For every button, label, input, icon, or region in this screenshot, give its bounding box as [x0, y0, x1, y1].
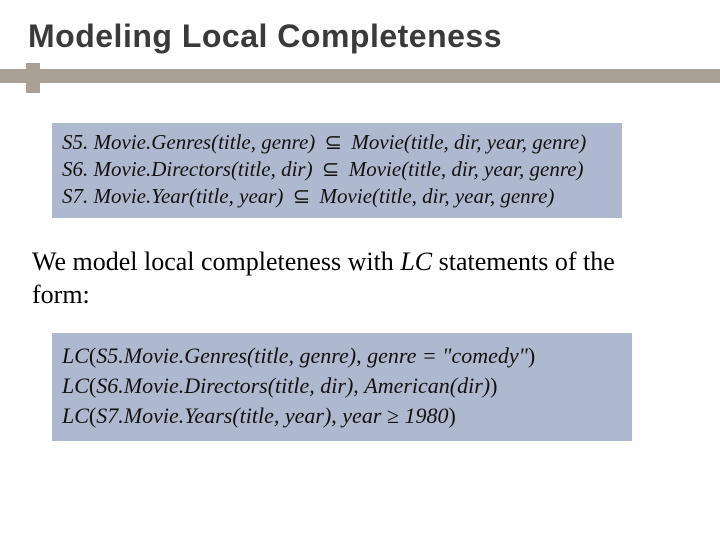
subset-symbol: ⊆: [289, 185, 315, 208]
title-bar-horizontal: [0, 69, 720, 83]
relation-rhs-args: (title, dir, year, genre): [404, 130, 586, 154]
lc-cond: genre = "comedy": [367, 343, 528, 368]
relation-label: S7.: [62, 184, 88, 208]
relation-lhs-args: (title, year): [189, 184, 283, 208]
relation-line: S6. Movie.Directors(title, dir) ⊆ Movie(…: [62, 156, 608, 183]
lc-line: LC(S5.Movie.Genres(title, genre), genre …: [62, 341, 620, 371]
relation-line: S7. Movie.Year(title, year) ⊆ Movie(titl…: [62, 183, 608, 210]
lc-src: S7.Movie.Years: [96, 403, 232, 428]
body-text-pre: We model local completeness with: [32, 247, 400, 276]
relation-rhs-args: (title, dir, year, genre): [372, 184, 554, 208]
relation-lhs-rel: Movie.Directors: [94, 157, 231, 181]
slide: Modeling Local Completeness S5. Movie.Ge…: [0, 0, 720, 540]
relation-rhs-args: (title, dir, year, genre): [401, 157, 583, 181]
body-paragraph: We model local completeness with LC stat…: [32, 246, 672, 311]
lc-src-args: (title, genre): [247, 343, 356, 368]
relation-lhs-rel: Movie.Year: [94, 184, 189, 208]
relation-lhs-args: (title, dir): [231, 157, 313, 181]
relation-rhs-rel: Movie: [349, 157, 401, 181]
relation-line: S5. Movie.Genres(title, genre) ⊆ Movie(t…: [62, 129, 608, 156]
lc-cond: American(dir): [364, 373, 490, 398]
slide-title: Modeling Local Completeness: [0, 18, 720, 55]
lc-src-args: (title, year): [232, 403, 331, 428]
title-bar-vertical: [26, 63, 40, 93]
lc-func: LC: [62, 403, 89, 428]
subset-symbol: ⊆: [321, 131, 347, 154]
lc-statements-box: LC(S5.Movie.Genres(title, genre), genre …: [52, 333, 632, 441]
relations-box: S5. Movie.Genres(title, genre) ⊆ Movie(t…: [52, 123, 622, 218]
relation-label: S6.: [62, 157, 88, 181]
body-text-lc: LC: [400, 247, 432, 276]
relation-rhs-rel: Movie: [320, 184, 372, 208]
subset-symbol: ⊆: [318, 158, 344, 181]
lc-line: LC(S7.Movie.Years(title, year), year ≥ 1…: [62, 401, 620, 431]
lc-cond: year ≥ 1980: [342, 403, 448, 428]
relation-lhs-args: (title, genre): [211, 130, 315, 154]
relation-rhs-rel: Movie: [351, 130, 403, 154]
lc-src: S5.Movie.Genres: [96, 343, 247, 368]
title-underline: [0, 63, 720, 93]
lc-src-args: (title, dir): [268, 373, 354, 398]
lc-func: LC: [62, 343, 89, 368]
relation-label: S5.: [62, 130, 88, 154]
relation-lhs-rel: Movie.Genres: [94, 130, 212, 154]
lc-func: LC: [62, 373, 89, 398]
lc-line: LC(S6.Movie.Directors(title, dir), Ameri…: [62, 371, 620, 401]
lc-src: S6.Movie.Directors: [96, 373, 267, 398]
